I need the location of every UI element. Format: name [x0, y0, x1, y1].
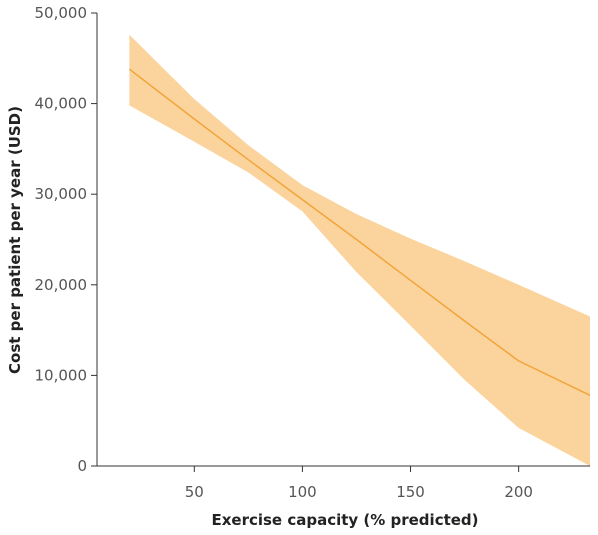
x-tick-label: 150 — [396, 483, 425, 501]
trend-line-layer — [128, 68, 591, 396]
x-tick-label: 200 — [504, 483, 533, 501]
y-tick-label: 0 — [77, 457, 87, 475]
y-tick-label: 40,000 — [35, 95, 88, 113]
x-ticks: 50 100 150 200 — [185, 466, 533, 501]
trend-line — [128, 68, 591, 396]
x-tick-label: 50 — [185, 483, 204, 501]
x-tick-label: 100 — [288, 483, 317, 501]
y-tick-label: 50,000 — [35, 4, 88, 22]
y-tick-label: 30,000 — [35, 185, 88, 203]
y-tick-label: 20,000 — [35, 276, 88, 294]
y-tick-label: 10,000 — [35, 366, 88, 384]
x-axis-title: Exercise capacity (% predicted) — [211, 511, 478, 529]
y-axis-title: Cost per patient per year (USD) — [6, 106, 24, 374]
y-ticks: 0 10,000 20,000 30,000 40,000 50,000 — [35, 4, 97, 475]
confidence-band-layer — [129, 34, 590, 466]
confidence-band — [129, 34, 590, 466]
